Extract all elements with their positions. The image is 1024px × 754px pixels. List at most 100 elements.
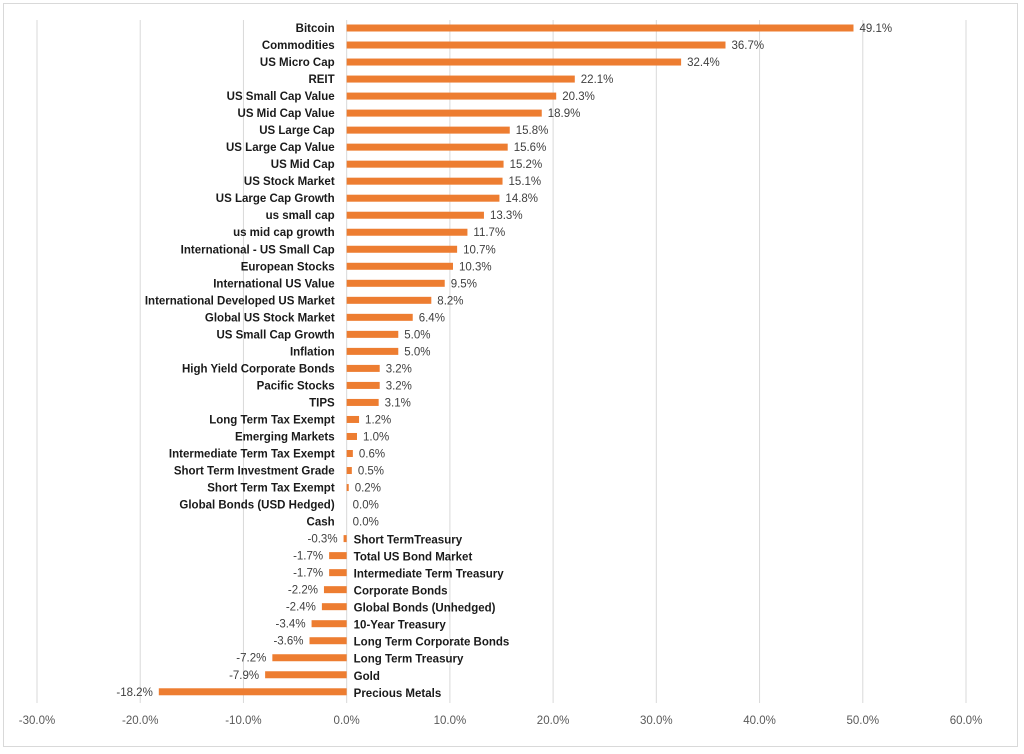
bar-commodities bbox=[346, 41, 726, 49]
category-label: US Mid Cap Value bbox=[238, 108, 335, 120]
gridlines bbox=[36, 20, 967, 703]
category-label: US Small Cap Value bbox=[227, 91, 335, 103]
category-label: Global Bonds (USD Hedged) bbox=[179, 500, 334, 512]
value-label: 0.2% bbox=[355, 483, 381, 495]
bars bbox=[158, 24, 854, 696]
value-label: 15.8% bbox=[516, 125, 549, 137]
category-label: US Large Cap Value bbox=[226, 142, 335, 154]
bar-intermediate-term-tax-exempt bbox=[346, 450, 353, 457]
x-tick-label: 0.0% bbox=[334, 715, 360, 727]
value-label: 49.1% bbox=[859, 23, 892, 35]
bar-short-term-investment-grade bbox=[346, 467, 352, 475]
x-tick-label: -10.0% bbox=[225, 715, 261, 727]
x-tick-label: 30.0% bbox=[640, 715, 673, 727]
value-label: 9.5% bbox=[451, 278, 477, 290]
category-label: Short TermTreasury bbox=[354, 535, 463, 547]
value-label: 15.1% bbox=[509, 176, 542, 188]
value-label: -2.2% bbox=[288, 585, 318, 597]
value-label: 36.7% bbox=[731, 40, 764, 52]
value-label: 0.0% bbox=[353, 500, 379, 512]
category-label: Short Term Investment Grade bbox=[174, 466, 335, 478]
x-tick-label: 10.0% bbox=[434, 715, 467, 727]
x-tick-label: 20.0% bbox=[537, 715, 570, 727]
category-label: Bitcoin bbox=[296, 23, 335, 35]
value-label: 18.9% bbox=[548, 108, 581, 120]
value-label: 11.7% bbox=[473, 227, 505, 239]
value-label: -3.4% bbox=[276, 619, 306, 631]
category-label: Emerging Markets bbox=[235, 431, 335, 443]
category-label: US Large Cap Growth bbox=[216, 193, 335, 205]
category-label: Total US Bond Market bbox=[354, 552, 473, 564]
category-label: International US Value bbox=[213, 278, 334, 290]
bar-international-us-value bbox=[346, 279, 445, 287]
bar-short-termtreasury bbox=[343, 535, 347, 543]
x-tick-label: -30.0% bbox=[19, 715, 55, 727]
value-label: 3.2% bbox=[386, 363, 412, 375]
value-label: 0.0% bbox=[353, 517, 379, 529]
category-label: US Mid Cap bbox=[271, 159, 335, 171]
bar-long-term-treasury bbox=[272, 654, 347, 662]
value-label: -1.7% bbox=[293, 551, 323, 563]
category-label: Global US Stock Market bbox=[205, 312, 335, 324]
value-label: 5.0% bbox=[404, 346, 430, 358]
category-label: US Small Cap Growth bbox=[216, 329, 334, 341]
bar-intermediate-term-treasury bbox=[329, 569, 347, 577]
bar-us-mid-cap bbox=[346, 160, 504, 168]
category-label: Gold bbox=[354, 671, 380, 683]
value-label: 3.2% bbox=[386, 380, 412, 392]
bar-global-us-stock-market bbox=[346, 313, 413, 321]
category-label: US Micro Cap bbox=[260, 57, 335, 69]
category-label: Commodities bbox=[262, 40, 335, 52]
bar-reit bbox=[346, 75, 575, 83]
bar-us-stock-market bbox=[346, 177, 503, 185]
bar-us-micro-cap bbox=[346, 58, 682, 66]
value-label: 0.5% bbox=[358, 466, 384, 478]
bar-us-large-cap-growth bbox=[346, 194, 500, 202]
value-label: 10.3% bbox=[459, 261, 492, 273]
category-label: US Large Cap bbox=[259, 125, 334, 137]
category-label: Long Term Corporate Bonds bbox=[354, 637, 510, 649]
bar-global-bonds-unhedged bbox=[321, 603, 347, 611]
bar-international-developed-us-market bbox=[346, 296, 432, 304]
bar-pacific-stocks bbox=[346, 381, 380, 389]
bar-bitcoin bbox=[346, 24, 854, 32]
bar-long-term-tax-exempt bbox=[346, 415, 360, 423]
value-label: 10.7% bbox=[463, 244, 496, 256]
bar-us-mid-cap-growth bbox=[346, 228, 468, 236]
value-label: 0.6% bbox=[359, 449, 385, 461]
bar-tips bbox=[346, 398, 379, 406]
value-label: 22.1% bbox=[581, 74, 614, 86]
category-label: Cash bbox=[307, 517, 335, 529]
category-label: Precious Metals bbox=[354, 688, 442, 700]
x-tick-label: 40.0% bbox=[743, 715, 776, 727]
value-label: 13.3% bbox=[490, 210, 523, 222]
category-label: us small cap bbox=[266, 210, 335, 222]
bar-international-us-small-cap bbox=[346, 245, 458, 253]
bar-us-large-cap-value bbox=[346, 143, 508, 151]
category-label: International Developed US Market bbox=[145, 295, 335, 307]
bar-precious-metals bbox=[158, 688, 347, 696]
category-label: High Yield Corporate Bonds bbox=[182, 363, 335, 375]
category-label: Pacific Stocks bbox=[257, 380, 335, 392]
bar-short-term-tax-exempt bbox=[346, 484, 349, 492]
category-label: TIPS bbox=[309, 397, 335, 409]
value-label: 1.2% bbox=[365, 414, 391, 426]
bar-gold bbox=[265, 671, 347, 679]
chart-frame bbox=[3, 3, 1018, 747]
value-label: -1.7% bbox=[293, 568, 323, 580]
category-label: Corporate Bonds bbox=[354, 586, 448, 598]
bar-european-stocks bbox=[346, 262, 453, 270]
bar-emerging-markets bbox=[346, 432, 357, 440]
category-label: US Stock Market bbox=[244, 176, 335, 188]
value-label: 14.8% bbox=[505, 193, 538, 205]
category-label: Global Bonds (Unhedged) bbox=[354, 603, 496, 615]
bar-us-mid-cap-value bbox=[346, 109, 542, 117]
bar-10-year-treasury bbox=[311, 620, 347, 628]
value-label: -3.6% bbox=[273, 636, 303, 648]
bar-inflation bbox=[346, 347, 399, 355]
category-label: us mid cap growth bbox=[233, 227, 335, 239]
bar-long-term-corporate-bonds bbox=[309, 637, 347, 645]
bar-high-yield-corporate-bonds bbox=[346, 364, 380, 372]
category-labels: Bitcoin Commodities US Micro Cap REIT US Sma… bbox=[145, 23, 509, 700]
